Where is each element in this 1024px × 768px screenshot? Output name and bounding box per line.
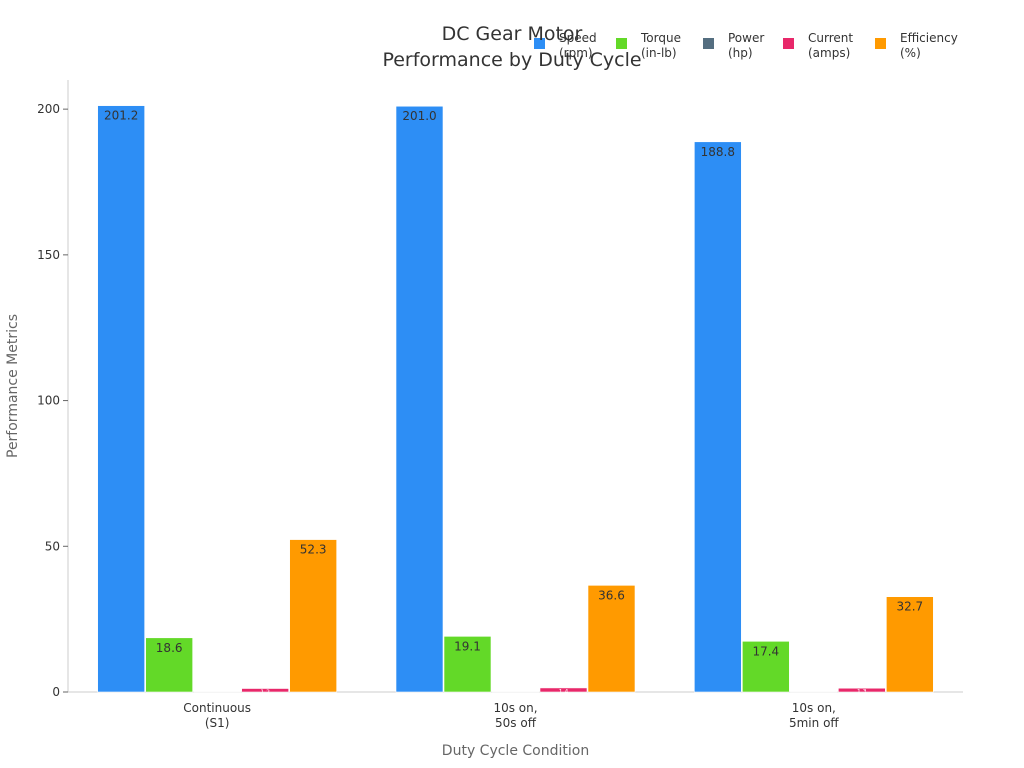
legend-label: Speed (rpm) [559,31,597,60]
bars [97,105,934,693]
y-tick-label: 50 [45,539,60,553]
x-tick-label: 10s on, 5min off [789,701,839,730]
y-tick-label: 0 [52,685,60,699]
legend-swatch [616,38,627,49]
bar [886,596,934,693]
data-label: 18.6 [156,641,183,655]
data-label: 1.3 [857,689,867,696]
data-label: 52.3 [300,543,327,557]
bar [97,105,145,693]
x-axis-title: Duty Cycle Condition [442,743,589,759]
legend: Speed (rpm) Torque (in-lb) Power (hp) Current(… [534,31,958,60]
y-axis-title: Performance Metrics [5,314,21,458]
data-label: 19.1 [454,639,481,653]
data-label: 1.2 [260,689,270,696]
bar [443,636,492,693]
bar [742,640,790,693]
bar [491,691,540,693]
titles: DC Gear Motor Performance by Duty Cycle [382,23,641,71]
bar [838,687,886,693]
y-tick-label: 200 [37,102,60,116]
x-tick-label: 10s on, 50s off [493,701,537,730]
y-tick-label: 100 [37,394,60,408]
bar [539,687,588,693]
bar [587,585,636,693]
y-tick-label: 150 [37,248,60,262]
bar [790,691,838,693]
bar [241,688,289,693]
data-label: 201.0 [402,109,436,123]
legend-label: Efficiency (%) [900,31,958,60]
data-label: 32.7 [896,600,923,614]
data-label: 17.4 [752,644,779,658]
legend-label: Current (amps) [808,31,853,60]
legend-label: Torque (in-lb) [640,31,681,60]
bar [193,691,241,693]
legend-label: Power (hp) [728,31,764,60]
data-label: 36.6 [598,588,625,602]
x-tick-label: Continuous (S1) [183,701,251,730]
data-label: 1.4 [559,688,569,695]
data-labels: 201.2 18.6 1.2 52.3 201.0 19.1 1.4 36.6 188.8 17.… [104,109,923,696]
bar [289,539,337,693]
legend-swatch [703,38,714,49]
legend-swatch [534,38,545,49]
legend-swatch [783,38,794,49]
bar [145,637,193,693]
chart-title: DC Gear Motor Performance by Duty Cycle [382,23,641,71]
bar [395,105,444,693]
bar [694,141,742,693]
data-label: 188.8 [701,145,735,159]
axes: 0 50 100 150 200 Performance Metrics Duty Cycl… [5,80,963,759]
legend-swatch [875,38,886,49]
data-label: 201.2 [104,109,138,123]
